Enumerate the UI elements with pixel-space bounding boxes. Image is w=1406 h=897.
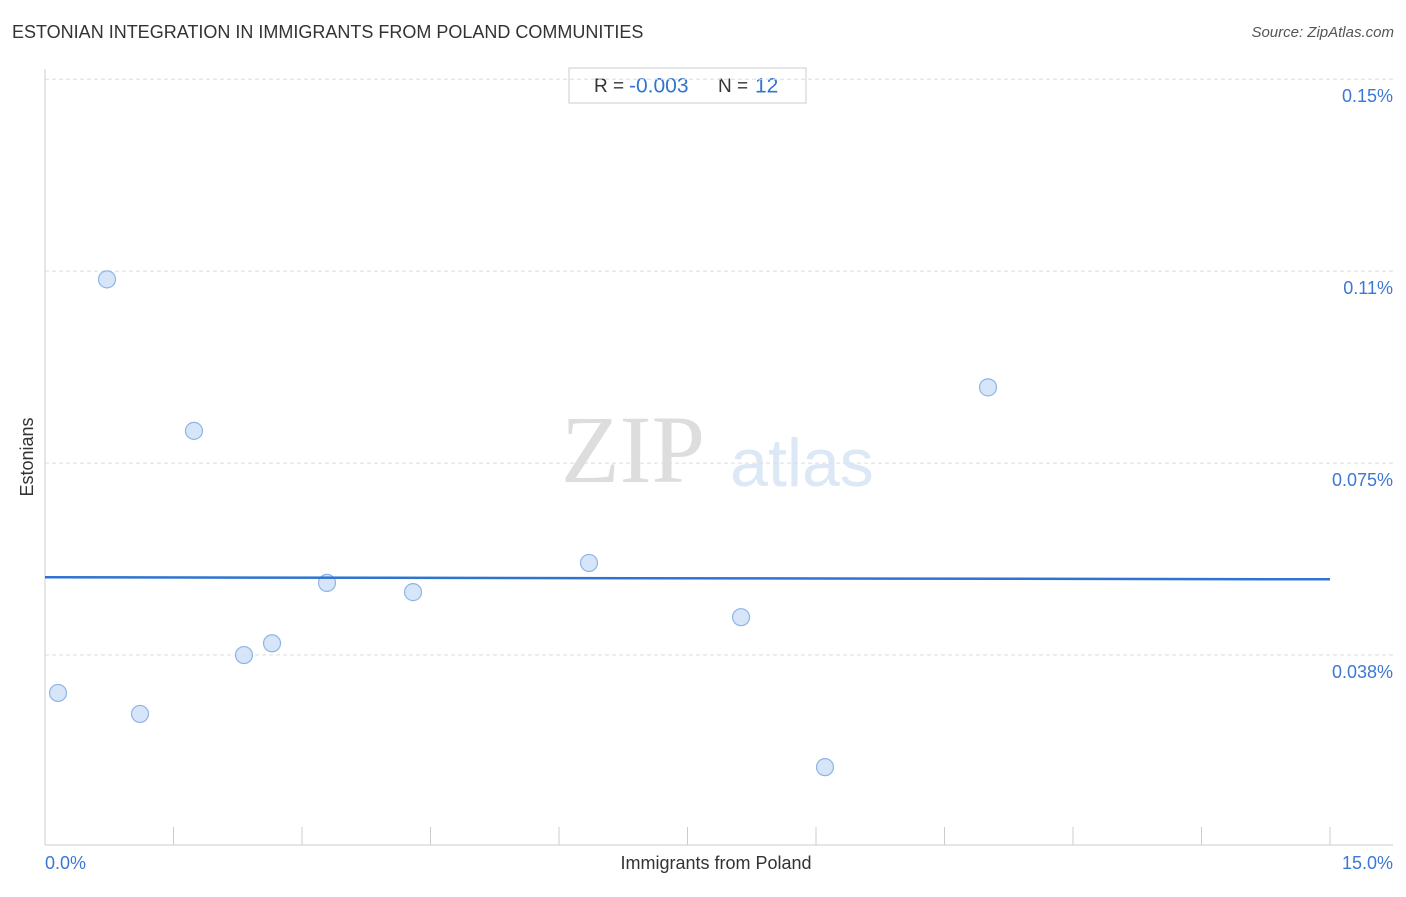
- source: Source: ZipAtlas.com: [1251, 24, 1394, 41]
- point: [815, 758, 835, 777]
- x-tick-label: 0.0%: [45, 853, 86, 873]
- point: [262, 634, 282, 653]
- y-tick-label: 0.075%: [1332, 470, 1393, 490]
- point: [130, 704, 150, 724]
- point: [978, 378, 998, 397]
- y-tick-label: 0.038%: [1332, 662, 1393, 682]
- point: [731, 608, 751, 627]
- trend-line: [44, 576, 1331, 581]
- point: [579, 553, 599, 573]
- stats-box: [568, 67, 807, 104]
- stats-value: -0.003: [629, 75, 689, 98]
- point: [184, 421, 204, 440]
- chart-title: ESTONIAN INTEGRATION IN IMMIGRANTS FROM …: [12, 22, 643, 42]
- point: [48, 683, 68, 703]
- x-axis-label: Immigrants from Poland: [620, 853, 811, 873]
- y-axis-label: Estonians: [17, 417, 37, 496]
- y-tick-label: 0.11%: [1343, 278, 1393, 298]
- x-tick-label: 15.0%: [1342, 853, 1393, 873]
- stats-label: R =: [594, 76, 624, 97]
- stats-label: N =: [718, 76, 748, 97]
- y-tick-label: 0.15%: [1342, 86, 1393, 106]
- point: [403, 583, 423, 602]
- watermark: ZIP: [561, 396, 705, 503]
- stats-value: 12: [755, 75, 778, 98]
- point: [97, 270, 117, 289]
- point: [234, 645, 254, 665]
